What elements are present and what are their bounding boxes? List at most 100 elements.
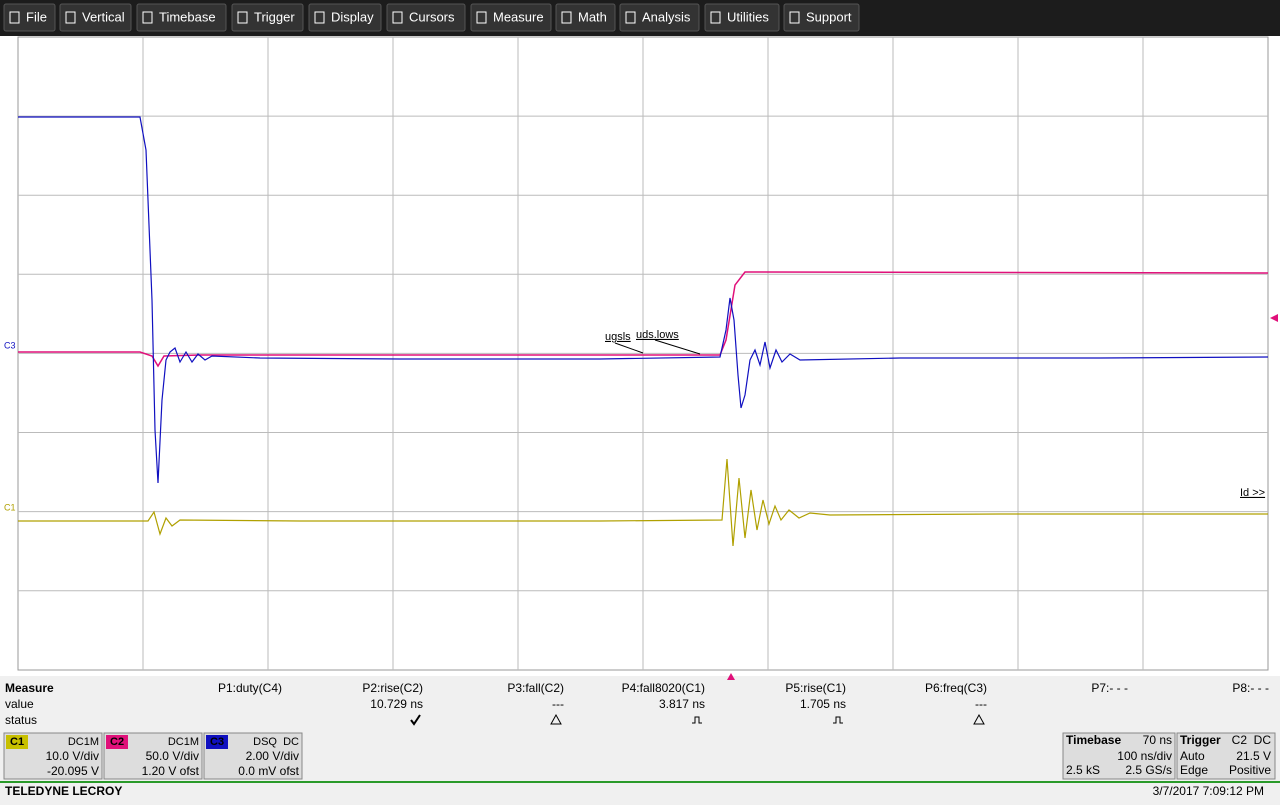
measure-title: Measure: [5, 681, 54, 695]
menu-button[interactable]: [704, 3, 780, 32]
trigger-source: C2 DC: [1232, 733, 1272, 747]
param-value: 10.729 ns: [370, 697, 423, 711]
channel-label: C2: [110, 736, 124, 748]
annotation: ugsls: [605, 331, 631, 343]
menu-label[interactable]: Support: [806, 9, 852, 24]
menu-icon: [789, 11, 800, 24]
annotation: uds.lows: [636, 329, 679, 341]
channel-coupling: DC1M: [168, 736, 199, 748]
param-value: 3.817 ns: [659, 697, 705, 711]
menu-button[interactable]: [231, 3, 304, 32]
channel-offset: -20.095 V: [47, 764, 99, 778]
param-name: P7:- - -: [1091, 681, 1128, 695]
menu-button[interactable]: [3, 3, 56, 32]
panel-title: Timebase: [1066, 733, 1121, 747]
menu-label[interactable]: Cursors: [409, 9, 455, 24]
param-name: P5:rise(C1): [785, 681, 846, 695]
channel-label: C3: [210, 736, 224, 748]
channel-coupling: DSQ DC: [253, 736, 299, 748]
menu-label[interactable]: File: [26, 9, 47, 24]
menu-label[interactable]: Display: [331, 9, 374, 24]
status-warning: [550, 713, 562, 725]
channel-tag: [106, 735, 128, 749]
trigger-slope: Positive: [1229, 763, 1271, 777]
menu-button[interactable]: [59, 3, 132, 32]
menu-icon: [561, 11, 572, 24]
trigger-level: 21.5 V: [1236, 749, 1271, 763]
row-label: status: [5, 713, 37, 727]
status-pulse: [692, 716, 702, 724]
menu-button[interactable]: [619, 3, 700, 32]
channel-label: C1: [10, 736, 24, 748]
trigger-panel: Trigger C2 DC Auto 21.5 V Edge Positive: [1176, 732, 1276, 780]
annotation: Id >>: [1240, 487, 1265, 499]
channel-tag: [6, 735, 28, 749]
channel-scale: 2.00 V/div: [246, 749, 299, 763]
param-name: P2:rise(C2): [362, 681, 423, 695]
panel-title: Trigger: [1180, 733, 1221, 747]
menu-button[interactable]: [136, 3, 227, 32]
label-leader: [654, 339, 701, 355]
channel-offset: 1.20 V ofst: [142, 764, 200, 778]
timebase-panel: Timebase 70 ns 100 ns/div 2.5 kS 2.5 GS/…: [1062, 732, 1176, 780]
param-name: P6:freq(C3): [925, 681, 987, 695]
channel-offset: 0.0 mV ofst: [238, 764, 299, 778]
menu-label[interactable]: Analysis: [642, 9, 691, 24]
channel-scale: 10.0 V/div: [46, 749, 99, 763]
menu-icon: [9, 11, 20, 24]
menu-label[interactable]: Timebase: [159, 9, 216, 24]
trigger-mode: Auto: [1180, 749, 1205, 763]
menu-icon: [65, 11, 76, 24]
trace-c1: [18, 458, 1268, 547]
timebase-scale: 100 ns/div: [1117, 749, 1172, 763]
menu-icon: [142, 11, 153, 24]
param-name: P8:- - -: [1232, 681, 1269, 695]
menu-icon: [237, 11, 248, 24]
param-name: P1:duty(C4): [218, 681, 282, 695]
menu-button[interactable]: [386, 3, 466, 32]
param-name: P4:fall8020(C1): [622, 681, 705, 695]
status-pulse: [833, 716, 843, 724]
trace-c2: [18, 271, 1269, 368]
param-value: ---: [552, 697, 564, 711]
trace-label: C1: [4, 502, 16, 512]
brand: TELEDYNE LECROY: [5, 784, 122, 798]
menu-icon: [710, 11, 721, 24]
menu-button[interactable]: [470, 3, 552, 32]
menu-label[interactable]: Math: [578, 9, 607, 24]
param-value: 1.705 ns: [800, 697, 846, 711]
status-ok: [410, 714, 421, 726]
menu-label[interactable]: Trigger: [254, 9, 295, 24]
timebase-rate: 2.5 GS/s: [1125, 763, 1172, 777]
row-label: value: [5, 697, 34, 711]
menu-icon: [392, 11, 403, 24]
label-leader: [614, 342, 644, 354]
status-warning: [973, 713, 985, 725]
trigger-type: Edge: [1180, 763, 1208, 777]
datetime: 3/7/2017 7:09:12 PM: [1153, 784, 1264, 798]
menu-label[interactable]: Measure: [493, 9, 544, 24]
menu-label[interactable]: Vertical: [82, 9, 125, 24]
trigger-position-marker: [727, 673, 735, 680]
menu-button[interactable]: [783, 3, 860, 32]
grid-area: [0, 36, 1280, 676]
param-value: ---: [975, 697, 987, 711]
menu-icon: [314, 11, 325, 24]
menu-label[interactable]: Utilities: [727, 9, 769, 24]
menu-icon: [625, 11, 636, 24]
menu: File Vertical Timebase Trigger Display Cursor…: [3, 3, 860, 32]
status-divider: [0, 781, 1280, 783]
timebase-delay: 70 ns: [1143, 733, 1172, 747]
channel-scale: 50.0 V/div: [146, 749, 199, 763]
timebase-samples: 2.5 kS: [1066, 763, 1100, 777]
param-name: P3:fall(C2): [507, 681, 564, 695]
grid: [18, 37, 1268, 670]
menu-icon: [476, 11, 487, 24]
menu-button[interactable]: [555, 3, 616, 32]
measure-table: Measure value status P1:duty(C4) P2:rise(…: [5, 681, 1269, 727]
menu-button[interactable]: [308, 3, 382, 32]
trigger-level-marker: [1270, 314, 1278, 322]
